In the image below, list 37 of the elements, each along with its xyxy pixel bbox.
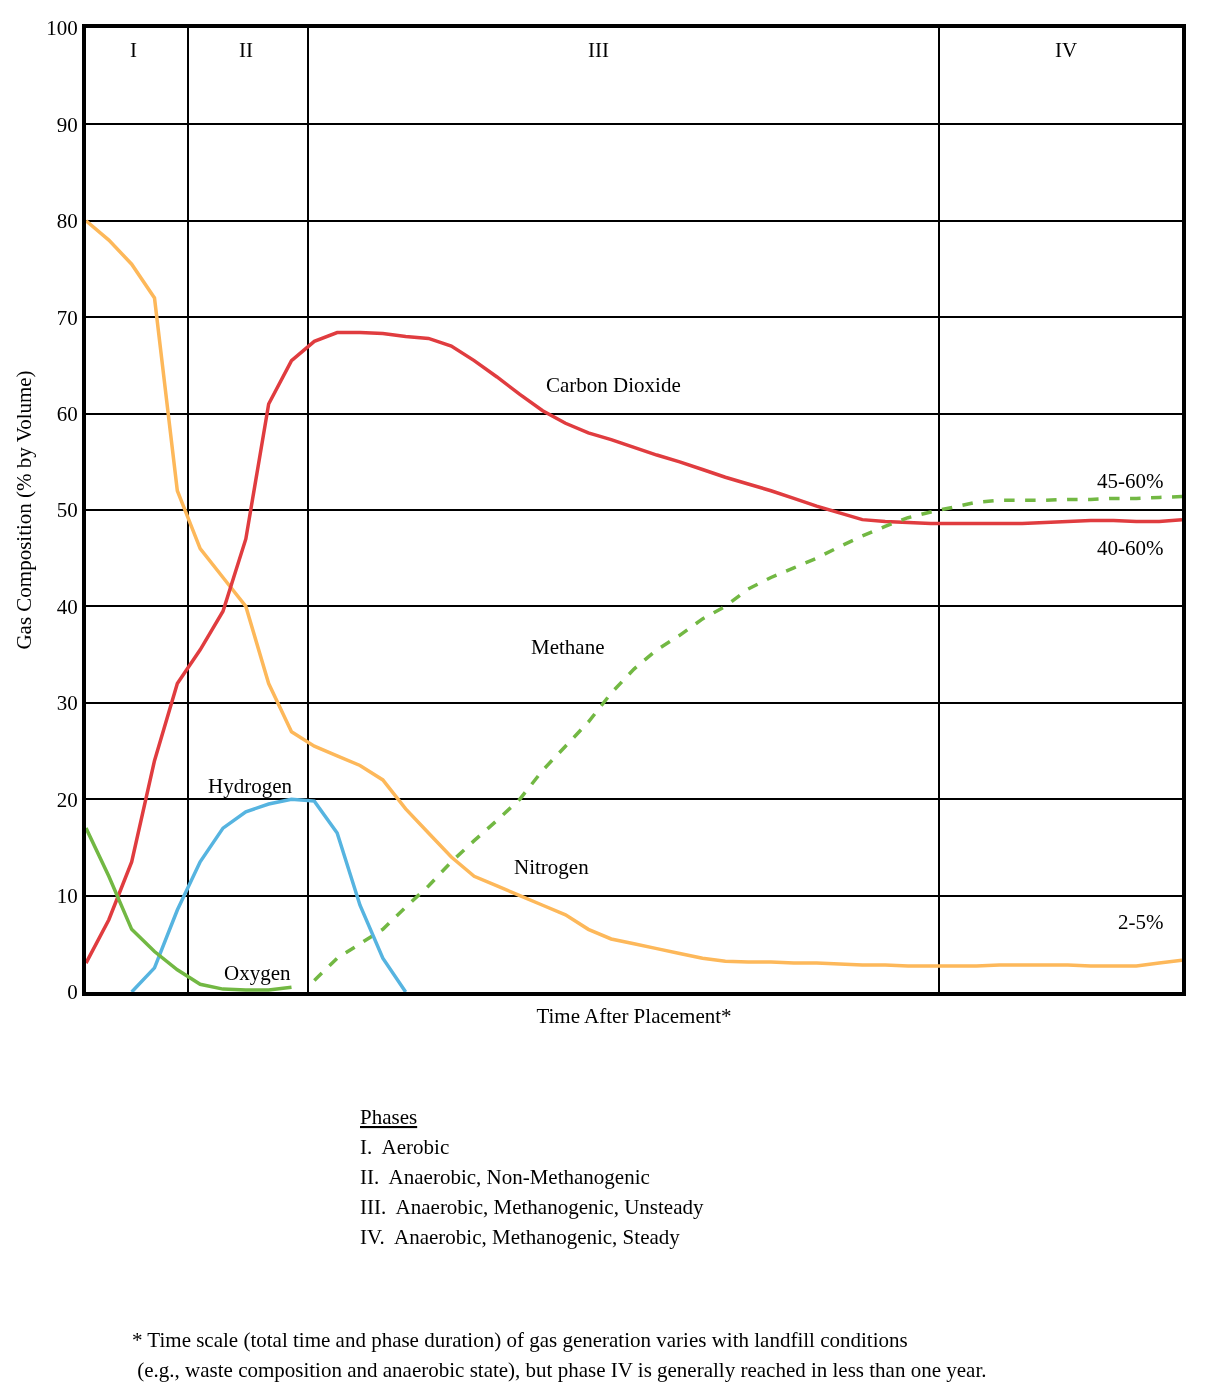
- y-tick-label: 60: [56, 401, 78, 426]
- x-axis-title: Time After Placement*: [536, 1003, 732, 1028]
- annotation: IV: [1055, 38, 1078, 62]
- line-series: [86, 219, 1182, 968]
- y-tick-label: 0: [67, 980, 78, 1005]
- y-tick-label: 10: [56, 883, 78, 908]
- y-tick-label: 70: [56, 305, 78, 330]
- series-label: Oxygen: [224, 961, 291, 985]
- line-series: [129, 797, 408, 992]
- series-label: Methane: [531, 635, 605, 659]
- y-tick-label: 80: [56, 209, 78, 234]
- text: (e.g., waste composition and anaerobic state), but phase IV is generally reached in less than one year.: [132, 1358, 987, 1382]
- series-label: Hydrogen: [208, 774, 293, 798]
- y-tick-label: 40: [56, 594, 78, 619]
- y-tick-label: 30: [56, 691, 78, 716]
- text: IV. Anaerobic, Methanogenic, Steady: [360, 1225, 681, 1249]
- line-series: [86, 826, 294, 992]
- series-label: Nitrogen: [514, 855, 590, 879]
- text: Phases: [360, 1105, 418, 1129]
- y-tick-label: 20: [56, 787, 78, 812]
- y-tick-label: 90: [56, 112, 78, 137]
- y-tick-label: 50: [56, 498, 78, 523]
- text: II. Anaerobic, Non-Methanogenic: [360, 1165, 650, 1189]
- line-series: [312, 494, 1182, 983]
- line-series: [86, 330, 1182, 965]
- annotation: 45-60%: [1097, 469, 1164, 493]
- text: III. Anaerobic, Methanogenic, Unsteady: [360, 1195, 704, 1219]
- annotation: III: [588, 38, 609, 62]
- text: * Time scale (total time and phase duration) of gas generation varies with landfill conditions: [132, 1328, 908, 1352]
- text: I. Aerobic: [360, 1135, 450, 1159]
- annotation: 40-60%: [1097, 536, 1164, 560]
- annotation: II: [239, 38, 253, 62]
- series-label: Carbon Dioxide: [546, 373, 681, 397]
- y-axis-title: Gas Composition (% by Volume): [11, 370, 36, 650]
- annotation: 2-5%: [1118, 910, 1164, 934]
- annotation: I: [130, 38, 137, 62]
- y-tick-label: 100: [46, 16, 78, 41]
